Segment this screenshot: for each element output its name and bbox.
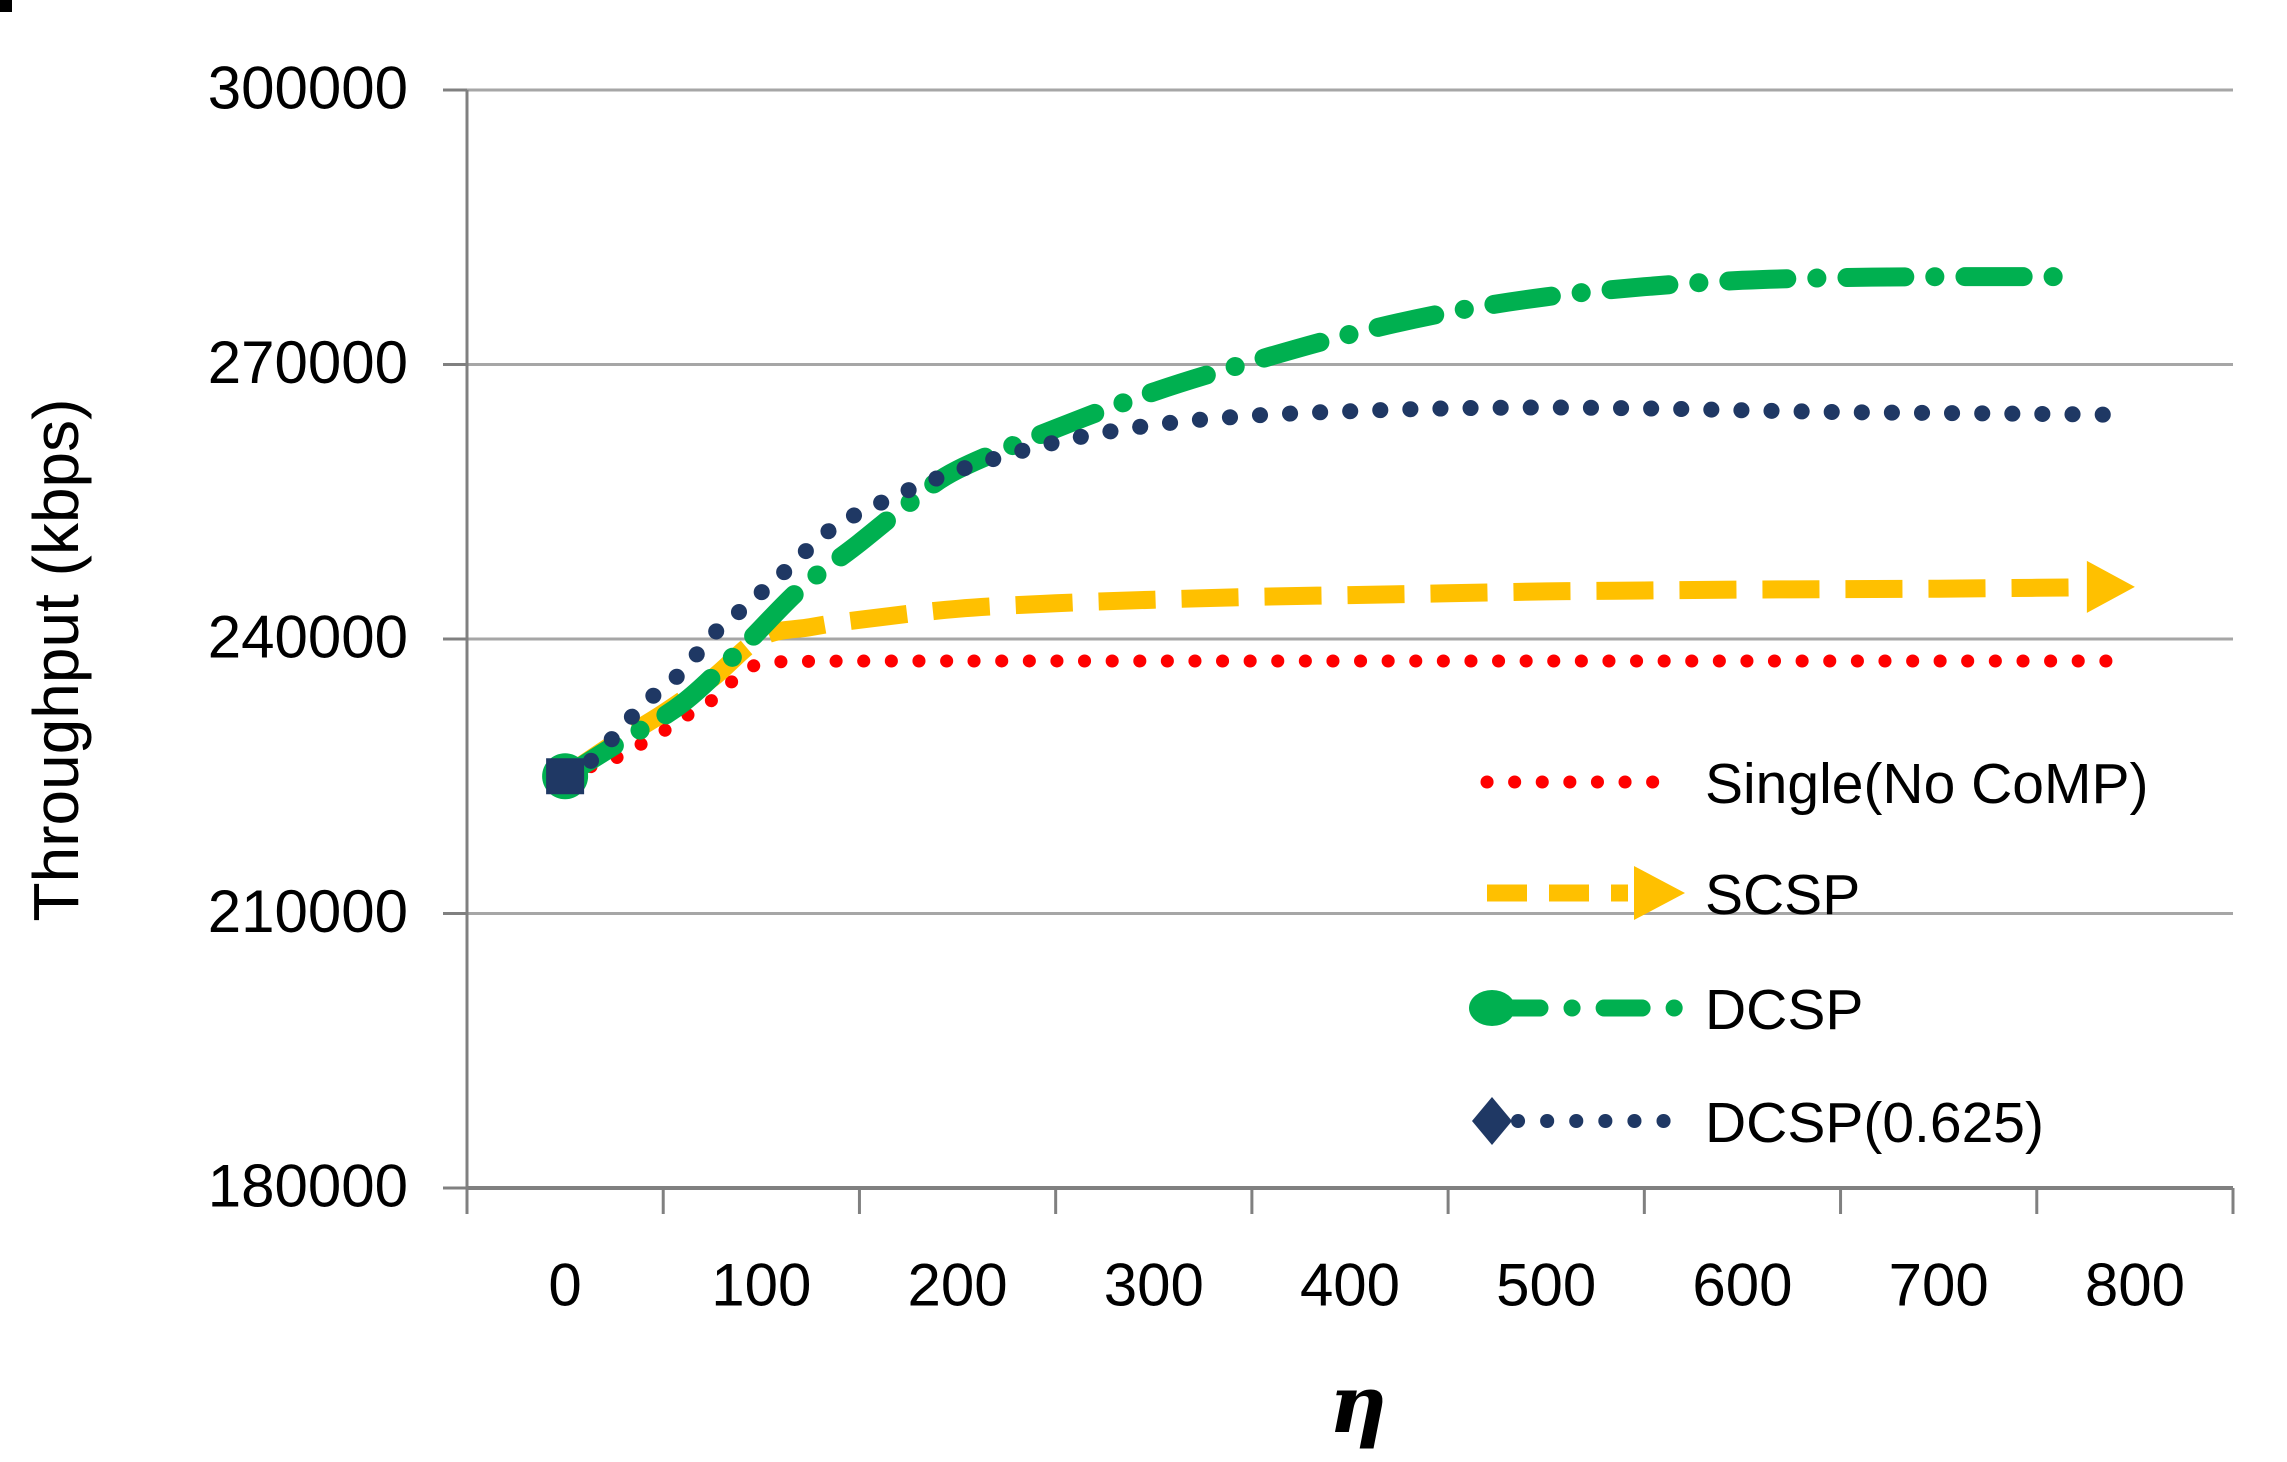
y-axis-title: Throughput (kbps): [20, 399, 92, 922]
legend-layer: Single(No CoMP) SCSP DCSP DCSP(0.625): [1469, 752, 2148, 1155]
series-line-single-no-comp: [558, 654, 2132, 783]
y-tick-label: 270000: [208, 329, 408, 396]
x-tick-label: 400: [1300, 1252, 1400, 1319]
legend-marker-diamond-dcsp-0-625: [1472, 1097, 1512, 1145]
legend-arrowhead-scsp: [1634, 866, 1685, 920]
legend-label-single-no-comp: Single(No CoMP): [1705, 752, 2148, 816]
series-start-marker-dcsp-0-625: [546, 758, 585, 795]
legend-label-dcsp-0-625: DCSP(0.625): [1705, 1091, 2044, 1155]
x-tick-label: 800: [2085, 1252, 2185, 1319]
series-line-dcsp: [555, 267, 2086, 786]
series-line-dcsp-0-625: [557, 399, 2128, 785]
x-tick-label: 600: [1692, 1252, 1792, 1319]
y-tick-label: 240000: [208, 604, 408, 671]
x-tick-label: 100: [711, 1252, 811, 1319]
y-tick-label: 180000: [208, 1153, 408, 1220]
series-arrowhead-scsp: [2086, 560, 2135, 613]
legend-label-scsp: SCSP: [1705, 863, 1860, 927]
series-layer: [542, 267, 2135, 800]
x-tick-label: 0: [548, 1252, 581, 1319]
y-tick-label: 210000: [208, 878, 408, 945]
x-axis-title: η: [1329, 1357, 1387, 1451]
x-tick-label: 200: [908, 1252, 1008, 1319]
corner-mark: [0, 0, 12, 12]
axes-layer: 300000 270000 240000 210000 180000 0 100 200 300…: [208, 55, 2235, 1319]
x-tick-label: 300: [1104, 1252, 1204, 1319]
legend-marker-circle-dcsp: [1469, 990, 1515, 1026]
series-line-scsp: [560, 578, 2083, 784]
x-tick-label: 700: [1889, 1252, 1989, 1319]
x-tick-label: 500: [1496, 1252, 1596, 1319]
y-tick-label: 300000: [208, 55, 408, 122]
legend-label-dcsp: DCSP: [1705, 978, 1863, 1042]
